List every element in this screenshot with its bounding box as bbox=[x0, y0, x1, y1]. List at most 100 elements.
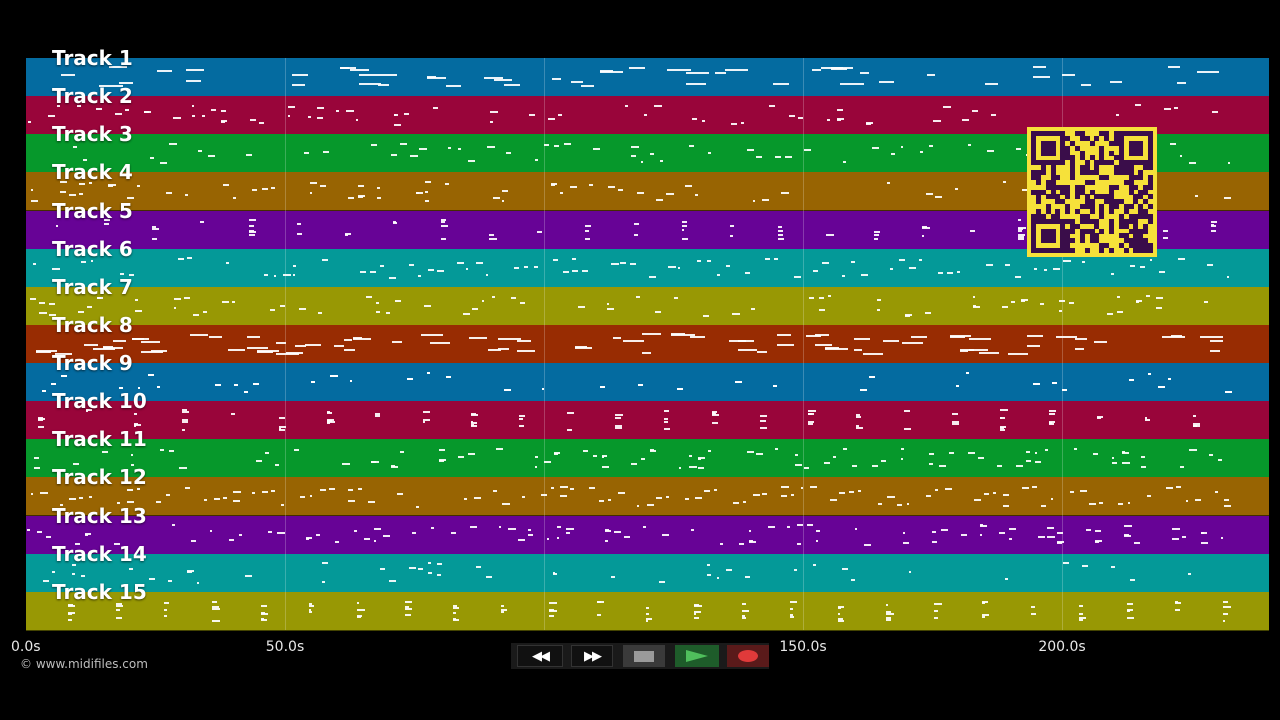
midi-note bbox=[87, 305, 93, 308]
midi-note bbox=[225, 261, 229, 264]
midi-note bbox=[389, 276, 396, 279]
play-button[interactable] bbox=[675, 645, 719, 667]
midi-note bbox=[787, 526, 791, 529]
midi-note bbox=[1210, 229, 1216, 232]
track-lane[interactable] bbox=[26, 286, 1269, 326]
midi-note bbox=[640, 160, 644, 163]
midi-note bbox=[485, 273, 489, 276]
midi-note bbox=[1185, 499, 1189, 502]
midi-note bbox=[190, 540, 197, 543]
midi-note bbox=[419, 147, 428, 150]
midi-note bbox=[811, 69, 821, 72]
midi-note bbox=[78, 496, 84, 499]
midi-note bbox=[838, 619, 845, 622]
midi-note bbox=[457, 456, 464, 458]
midi-note bbox=[252, 189, 257, 192]
piano-roll[interactable] bbox=[26, 58, 1269, 631]
midi-note bbox=[1089, 503, 1096, 506]
stop-button[interactable] bbox=[623, 645, 665, 667]
midi-note bbox=[54, 352, 72, 355]
track-lane[interactable] bbox=[26, 515, 1269, 555]
track-lane[interactable] bbox=[26, 363, 1269, 403]
midi-note bbox=[343, 348, 355, 351]
midi-note bbox=[1085, 529, 1091, 532]
midi-note bbox=[982, 602, 985, 605]
midi-note bbox=[220, 120, 225, 123]
midi-note bbox=[741, 610, 749, 613]
midi-note bbox=[510, 296, 516, 299]
midi-note bbox=[59, 191, 66, 194]
midi-note bbox=[1062, 259, 1071, 262]
midi-note bbox=[546, 538, 550, 541]
midi-note bbox=[117, 501, 121, 504]
midi-note bbox=[260, 605, 267, 608]
midi-note bbox=[422, 420, 426, 423]
midi-note bbox=[39, 312, 47, 315]
midi-note bbox=[681, 221, 688, 224]
track-lane[interactable] bbox=[26, 439, 1269, 479]
midi-note bbox=[136, 488, 141, 491]
midi-note bbox=[911, 335, 927, 338]
midi-note bbox=[453, 607, 460, 609]
rewind-button[interactable]: ◀◀ bbox=[517, 645, 563, 667]
midi-note bbox=[376, 301, 379, 304]
midi-note bbox=[223, 497, 228, 500]
midi-note bbox=[520, 301, 526, 304]
track-lane[interactable] bbox=[26, 477, 1269, 517]
midi-note bbox=[552, 572, 557, 575]
midi-note bbox=[157, 385, 161, 388]
record-button[interactable] bbox=[727, 645, 769, 667]
midi-note bbox=[152, 227, 159, 230]
midi-note bbox=[982, 600, 989, 603]
midi-note bbox=[544, 460, 552, 463]
midi-note bbox=[68, 605, 76, 608]
fast-forward-button[interactable]: ▶▶ bbox=[571, 645, 613, 667]
midi-note bbox=[30, 199, 38, 202]
midi-note bbox=[756, 453, 764, 456]
stop-icon bbox=[634, 650, 654, 662]
midi-note bbox=[38, 426, 44, 429]
midi-note bbox=[1203, 300, 1208, 303]
midi-note bbox=[1174, 600, 1179, 603]
midi-note bbox=[1144, 417, 1148, 420]
midi-note bbox=[400, 451, 404, 454]
midi-note bbox=[244, 575, 253, 578]
midi-note bbox=[1095, 539, 1102, 542]
midi-note bbox=[490, 120, 494, 123]
midi-note bbox=[501, 604, 505, 607]
midi-note bbox=[933, 119, 941, 122]
midi-note bbox=[1025, 450, 1030, 453]
track-lane[interactable] bbox=[26, 591, 1269, 631]
midi-note bbox=[46, 535, 51, 538]
midi-note bbox=[165, 494, 170, 497]
midi-note bbox=[124, 108, 130, 111]
track-label: Track 8 bbox=[52, 312, 133, 337]
midi-note bbox=[344, 234, 348, 237]
midi-note bbox=[934, 610, 939, 613]
midi-note bbox=[693, 617, 699, 620]
track-lane[interactable] bbox=[26, 553, 1269, 593]
midi-note bbox=[238, 533, 242, 536]
midi-note bbox=[777, 229, 784, 232]
midi-note bbox=[656, 198, 663, 201]
midi-note bbox=[881, 460, 887, 463]
midi-note bbox=[505, 151, 512, 154]
midi-note bbox=[592, 454, 597, 457]
midi-note bbox=[1155, 296, 1164, 299]
midi-note bbox=[1047, 536, 1056, 539]
track-lane[interactable] bbox=[26, 324, 1269, 364]
midi-note bbox=[759, 419, 767, 422]
midi-note bbox=[919, 151, 923, 154]
midi-note bbox=[775, 448, 779, 451]
track-lane[interactable] bbox=[26, 401, 1269, 441]
midi-note bbox=[807, 423, 813, 426]
midi-note bbox=[333, 345, 344, 348]
track-label: Track 14 bbox=[52, 541, 147, 566]
track-lane[interactable] bbox=[26, 58, 1269, 97]
midi-note bbox=[358, 185, 364, 188]
midi-note bbox=[516, 349, 535, 352]
midi-note bbox=[1136, 300, 1142, 303]
midi-note bbox=[585, 238, 590, 241]
midi-note bbox=[714, 489, 717, 492]
midi-note bbox=[793, 276, 801, 279]
